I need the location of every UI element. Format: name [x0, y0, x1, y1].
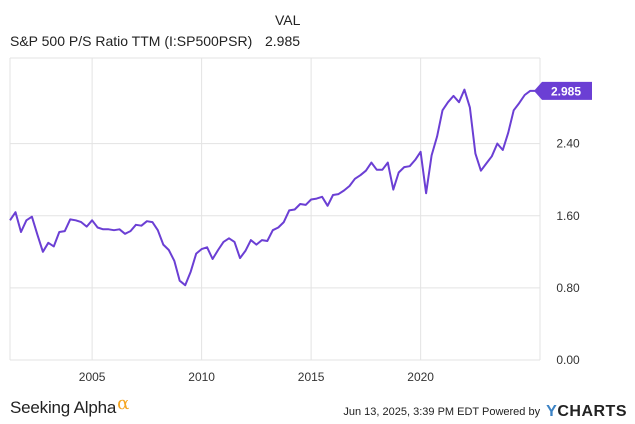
- legend-column-header: VAL: [275, 12, 301, 28]
- legend-series-value: 2.985: [265, 33, 301, 49]
- series-line: [9, 88, 536, 287]
- x-tick-label: 2005: [79, 370, 106, 384]
- last-value-badge: 2.985: [534, 81, 592, 100]
- grid: [9, 57, 541, 361]
- ycharts-wordmark: CHARTS: [557, 403, 627, 420]
- last-value-label: 2.985: [551, 84, 581, 98]
- x-tick-label: 2010: [188, 370, 215, 384]
- y-tick-label: 1.60: [556, 209, 580, 223]
- attribution: Jun 13, 2025, 3:39 PM EDT Powered by YCH…: [343, 403, 627, 421]
- y-axis: 0.00 0.80 1.60 2.40: [556, 137, 580, 367]
- ycharts-y-icon: Y: [546, 403, 558, 420]
- series-layer: [9, 88, 536, 287]
- timestamp-text: Jun 13, 2025, 3:39 PM EDT Powered by: [343, 406, 541, 418]
- legend-series-name[interactable]: S&P 500 P/S Ratio TTM (I:SP500PSR): [10, 33, 253, 49]
- x-axis: 2005 2010 2015 2020: [79, 370, 435, 384]
- logo-text: Seeking Alpha: [10, 398, 117, 417]
- seeking-alpha-logo: Seeking Alphaα: [10, 393, 129, 418]
- x-tick-label: 2015: [298, 370, 325, 384]
- y-tick-label: 0.80: [556, 281, 580, 295]
- y-tick-label: 2.40: [556, 137, 580, 151]
- x-tick-label: 2020: [407, 370, 434, 384]
- ycharts-logo[interactable]: YCHARTS: [546, 403, 627, 420]
- y-tick-label: 0.00: [556, 353, 580, 367]
- last-value-badge-shape: [534, 81, 592, 100]
- alpha-icon: α: [117, 393, 130, 414]
- legend: VAL S&P 500 P/S Ratio TTM (I:SP500PSR) 2…: [10, 12, 310, 52]
